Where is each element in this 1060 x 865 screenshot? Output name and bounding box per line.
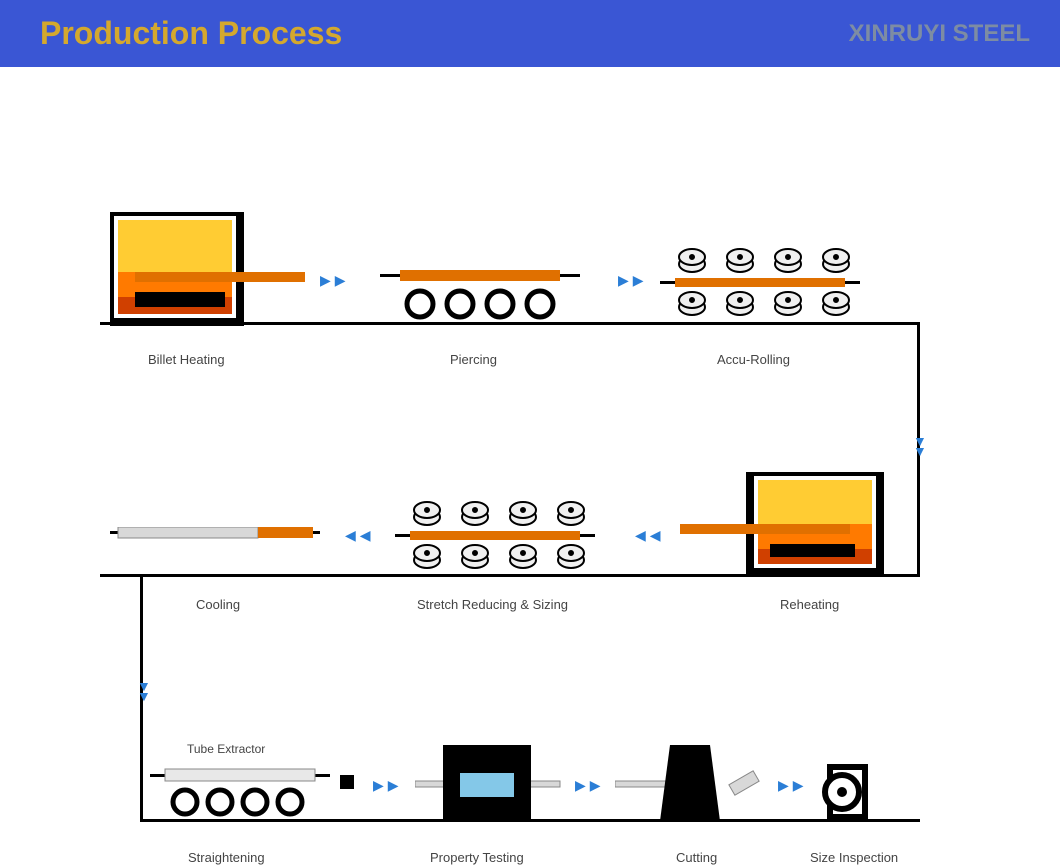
- step-label: Size Inspection: [810, 850, 898, 865]
- size-inspection-icon: [820, 762, 890, 822]
- step-label: Accu-Rolling: [717, 352, 790, 367]
- arrow-left-icon: ◀◀: [635, 527, 665, 544]
- process-diagram: Billet Heating Piercing Accu-Rolling: [0, 67, 1060, 817]
- step-label: Piercing: [450, 352, 497, 367]
- arrow-right-icon: ▶▶: [778, 777, 808, 794]
- connector-node: [340, 775, 354, 789]
- brand-name: XINRUYI STEEL: [849, 20, 1030, 48]
- billet-heating-icon: [110, 212, 310, 327]
- straightening-icon: [150, 762, 350, 822]
- cutting-icon: [615, 745, 775, 825]
- stretch-sizing-icon: [395, 500, 615, 580]
- step-label: Billet Heating: [148, 352, 225, 367]
- arrow-right-icon: ▶▶: [373, 777, 403, 794]
- header-bar: Production Process XINRUYI STEEL: [0, 0, 1060, 67]
- piercing-icon: [380, 262, 600, 327]
- step-label: Property Testing: [430, 850, 524, 865]
- arrow-right-icon: ▶▶: [575, 777, 605, 794]
- step-label: Reheating: [780, 597, 839, 612]
- step-label: Stretch Reducing & Sizing: [417, 597, 568, 612]
- arrow-down-icon: ▼▼: [137, 682, 155, 702]
- arrow-down-icon: ▼▼: [913, 437, 931, 457]
- property-testing-icon: [415, 745, 565, 825]
- step-label: Straightening: [188, 850, 265, 865]
- arrow-left-icon: ◀◀: [345, 527, 375, 544]
- sub-label: Tube Extractor: [187, 742, 265, 756]
- accu-rolling-icon: [660, 247, 880, 327]
- arrow-right-icon: ▶▶: [320, 272, 350, 289]
- cooling-icon: [110, 527, 330, 542]
- arrow-right-icon: ▶▶: [618, 272, 648, 289]
- page-title: Production Process: [40, 15, 342, 52]
- step-label: Cutting: [676, 850, 717, 865]
- reheating-icon: [680, 472, 890, 577]
- step-label: Cooling: [196, 597, 240, 612]
